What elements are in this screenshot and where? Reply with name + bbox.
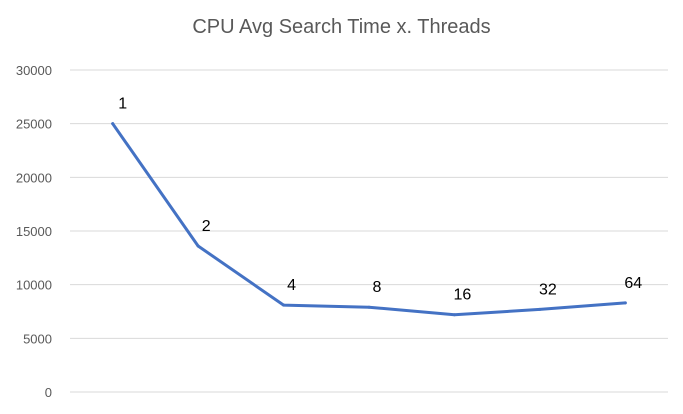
y-tick-label: 30000 [16,63,52,78]
chart-title: CPU Avg Search Time x. Threads [192,16,491,38]
data-label: 16 [454,287,472,304]
data-label: 64 [624,275,642,292]
data-label: 2 [202,218,211,235]
data-label: 8 [373,279,382,296]
y-tick-label: 15000 [16,224,52,239]
y-tick-label: 5000 [23,331,52,346]
y-tick-label: 25000 [16,117,52,132]
y-tick-label: 20000 [16,170,52,185]
y-tick-label: 0 [45,385,52,400]
data-point [623,301,627,305]
data-point [452,313,456,317]
data-point [111,122,115,126]
data-point [367,305,371,309]
data-point [282,303,286,307]
data-label: 4 [287,277,296,294]
data-point [538,307,542,311]
data-label: 1 [118,96,127,113]
y-tick-label: 10000 [16,278,52,293]
data-point [196,244,200,248]
data-label: 32 [539,281,557,298]
